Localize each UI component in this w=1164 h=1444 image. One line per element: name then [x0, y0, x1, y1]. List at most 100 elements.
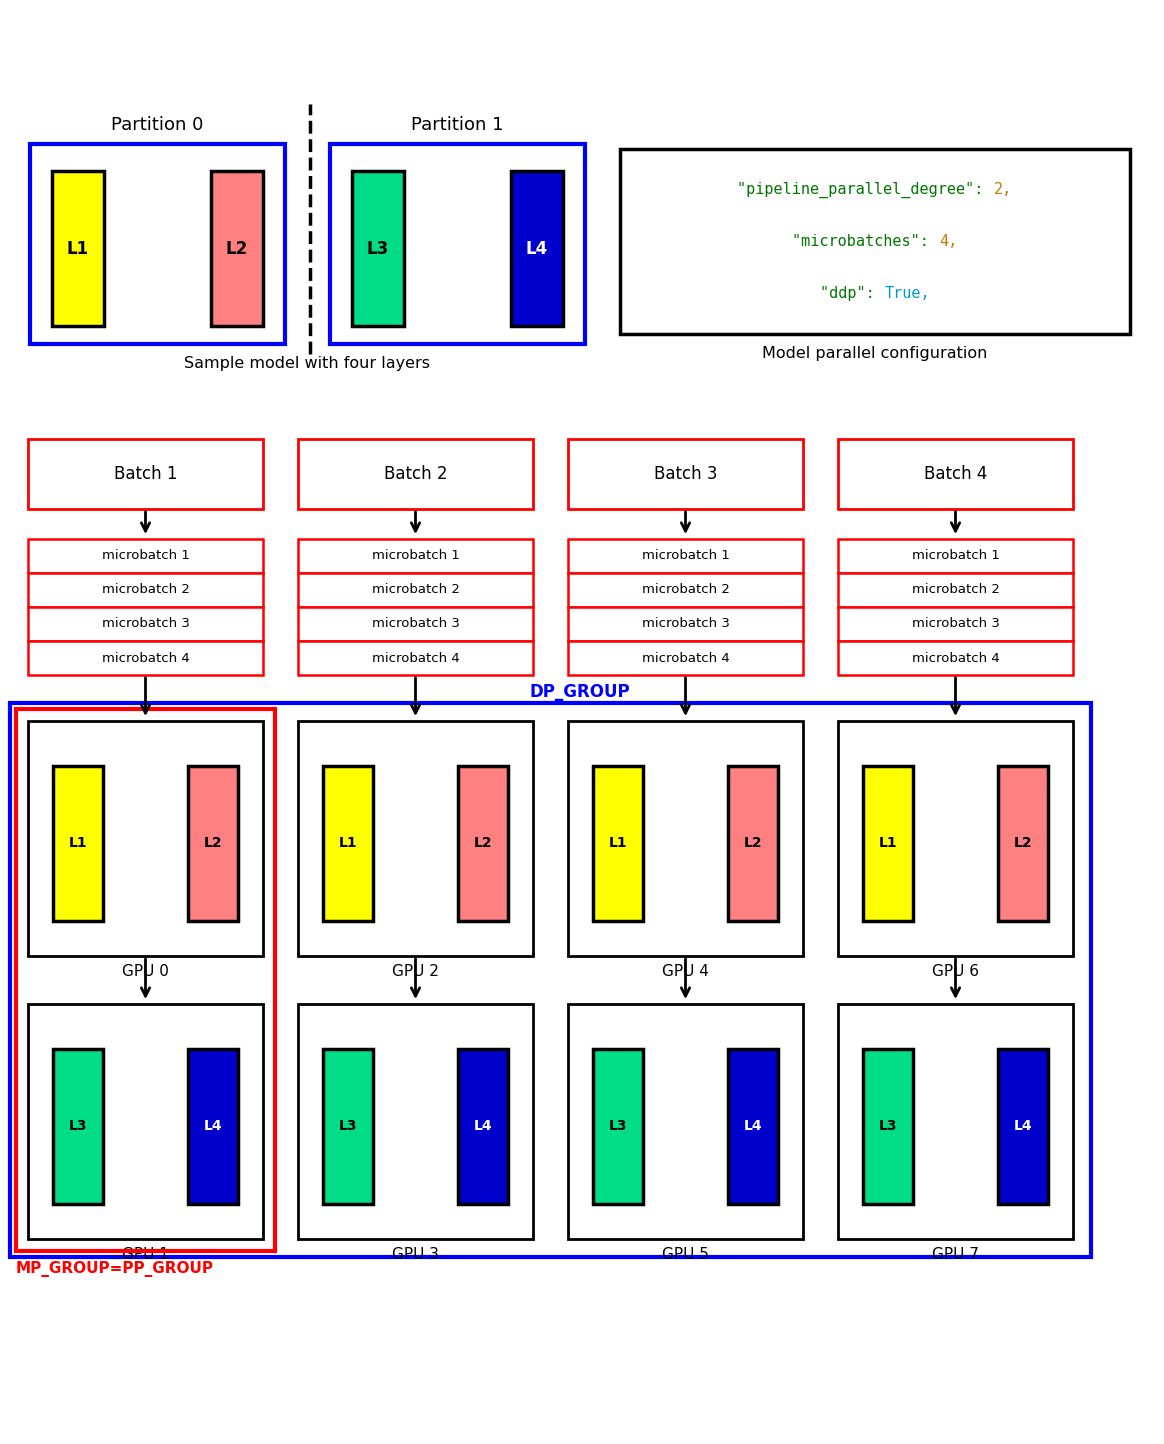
- Text: GPU 2: GPU 2: [392, 965, 439, 979]
- Text: Batch 1: Batch 1: [114, 465, 177, 482]
- Text: L3: L3: [69, 1119, 87, 1134]
- Text: L2: L2: [226, 240, 248, 257]
- Bar: [592, 765, 643, 921]
- Text: microbatch 1: microbatch 1: [371, 550, 460, 563]
- Text: L1: L1: [609, 836, 627, 851]
- Bar: [838, 1004, 1073, 1239]
- Bar: [838, 539, 1073, 573]
- Bar: [298, 641, 533, 674]
- Text: GPU 3: GPU 3: [392, 1248, 439, 1262]
- Text: microbatch 4: microbatch 4: [911, 651, 1000, 664]
- Text: MP_GROUP=PP_GROUP: MP_GROUP=PP_GROUP: [16, 1261, 214, 1276]
- Text: GPU 5: GPU 5: [662, 1248, 709, 1262]
- Text: microbatch 4: microbatch 4: [371, 651, 460, 664]
- Bar: [298, 721, 533, 956]
- Text: L2: L2: [474, 836, 492, 851]
- Text: GPU 4: GPU 4: [662, 965, 709, 979]
- Text: GPU 6: GPU 6: [932, 965, 979, 979]
- Bar: [28, 606, 263, 641]
- Text: Batch 2: Batch 2: [384, 465, 447, 482]
- Bar: [211, 170, 263, 326]
- Text: L3: L3: [609, 1119, 627, 1134]
- Text: GPU 7: GPU 7: [932, 1248, 979, 1262]
- Text: microbatch 2: microbatch 2: [101, 583, 190, 596]
- Text: Batch 3: Batch 3: [654, 465, 717, 482]
- Bar: [838, 721, 1073, 956]
- Text: DP_GROUP: DP_GROUP: [530, 683, 631, 700]
- Bar: [331, 144, 585, 344]
- Bar: [28, 439, 263, 508]
- Text: L2: L2: [1014, 836, 1032, 851]
- Bar: [568, 1004, 803, 1239]
- Bar: [998, 1048, 1048, 1204]
- Bar: [10, 703, 1091, 1256]
- Bar: [16, 709, 275, 1251]
- Bar: [28, 1004, 263, 1239]
- Text: L4: L4: [204, 1119, 222, 1134]
- Text: Batch 4: Batch 4: [924, 465, 987, 482]
- Text: GPU 0: GPU 0: [122, 965, 169, 979]
- Text: "ddp":: "ddp":: [819, 286, 883, 300]
- Bar: [30, 144, 285, 344]
- Text: microbatch 1: microbatch 1: [101, 550, 190, 563]
- Bar: [54, 765, 102, 921]
- Text: L1: L1: [339, 836, 357, 851]
- Text: microbatch 3: microbatch 3: [371, 618, 460, 631]
- Text: 4,: 4,: [939, 234, 958, 248]
- Text: L1: L1: [879, 836, 897, 851]
- Text: microbatch 1: microbatch 1: [911, 550, 1000, 563]
- Text: Sample model with four layers: Sample model with four layers: [185, 357, 431, 371]
- Bar: [998, 765, 1048, 921]
- Text: microbatch 2: microbatch 2: [371, 583, 460, 596]
- Text: microbatch 3: microbatch 3: [641, 618, 730, 631]
- Bar: [728, 765, 778, 921]
- Text: L3: L3: [879, 1119, 897, 1134]
- Bar: [568, 573, 803, 606]
- Text: microbatch 4: microbatch 4: [641, 651, 730, 664]
- Bar: [838, 573, 1073, 606]
- Text: L1: L1: [69, 836, 87, 851]
- Text: 2,: 2,: [994, 182, 1013, 198]
- Bar: [298, 573, 533, 606]
- Bar: [838, 641, 1073, 674]
- Bar: [592, 1048, 643, 1204]
- Text: "microbatches":: "microbatches":: [793, 234, 938, 248]
- Bar: [54, 1048, 102, 1204]
- Text: Model parallel configuration: Model parallel configuration: [762, 347, 988, 361]
- Text: Partition 0: Partition 0: [112, 116, 204, 134]
- Bar: [322, 1048, 372, 1204]
- Text: "pipeline_parallel_degree":: "pipeline_parallel_degree":: [738, 182, 993, 198]
- Text: microbatch 3: microbatch 3: [101, 618, 190, 631]
- Bar: [568, 721, 803, 956]
- Bar: [457, 765, 508, 921]
- Bar: [863, 765, 913, 921]
- Bar: [298, 539, 533, 573]
- Bar: [28, 573, 263, 606]
- Bar: [838, 439, 1073, 508]
- Text: GPU 1: GPU 1: [122, 1248, 169, 1262]
- Text: L4: L4: [1014, 1119, 1032, 1134]
- Bar: [863, 1048, 913, 1204]
- Text: L4: L4: [744, 1119, 762, 1134]
- Bar: [568, 439, 803, 508]
- Bar: [838, 606, 1073, 641]
- Text: True,: True,: [885, 286, 930, 300]
- Text: L3: L3: [339, 1119, 357, 1134]
- Bar: [189, 765, 237, 921]
- Text: microbatch 1: microbatch 1: [641, 550, 730, 563]
- Text: L4: L4: [474, 1119, 492, 1134]
- Bar: [352, 170, 404, 326]
- Bar: [28, 721, 263, 956]
- Bar: [568, 606, 803, 641]
- Bar: [568, 539, 803, 573]
- Bar: [298, 439, 533, 508]
- Text: microbatch 2: microbatch 2: [911, 583, 1000, 596]
- Bar: [298, 1004, 533, 1239]
- Text: L2: L2: [204, 836, 222, 851]
- Bar: [568, 641, 803, 674]
- Bar: [28, 641, 263, 674]
- Bar: [52, 170, 104, 326]
- Text: microbatch 4: microbatch 4: [101, 651, 190, 664]
- Bar: [28, 539, 263, 573]
- Text: Partition 1: Partition 1: [411, 116, 504, 134]
